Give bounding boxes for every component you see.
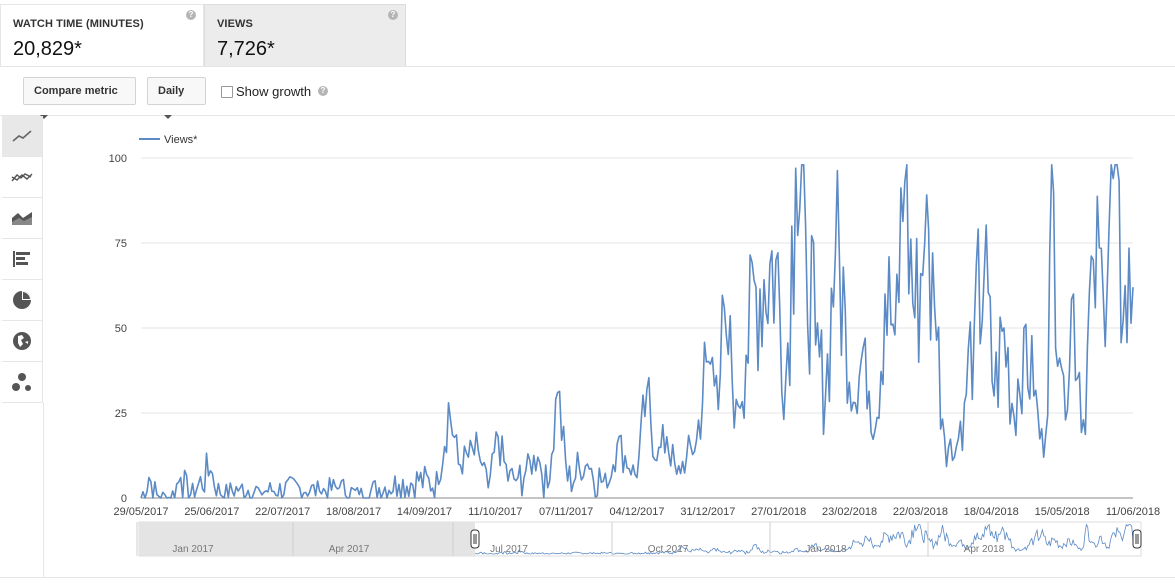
watch-time-value: 20,829* [13,38,82,60]
y-tick-label: 75 [115,238,127,250]
compare-metric-dropdown[interactable]: Compare metric [23,77,136,120]
views-metric-card[interactable]: VIEWS 7,726* ? [204,4,406,66]
y-tick-label: 50 [115,323,127,335]
globe-map-button[interactable] [2,321,42,362]
navigator-label: Jul 2017 [490,544,528,555]
watch-time-label: WATCH TIME (MINUTES) [13,18,144,30]
views-value: 7,726* [217,38,275,60]
x-tick-label: 04/12/2017 [609,506,664,518]
watch-time-metric-card[interactable]: WATCH TIME (MINUTES) 20,829* ? [0,4,204,66]
views-series-line [140,164,1134,499]
x-tick-label: 29/05/2017 [113,506,168,518]
navigator-label: Oct 2017 [648,544,689,555]
pie-chart-icon [13,291,31,309]
stacked-area-chart-button[interactable] [2,198,42,239]
y-tick-label: 0 [121,493,127,505]
x-tick-label: 14/09/2017 [397,506,452,518]
pie-chart-button[interactable] [2,280,42,321]
navigator-series-line [474,523,1142,555]
bubble-chart-button[interactable] [2,362,42,403]
panel-divider [0,577,1175,578]
chart-controls [0,67,1175,116]
panel-divider [43,403,44,578]
compare-metric-label: Compare metric [34,85,118,97]
y-tick-label: 25 [115,408,127,420]
navigator-handle-grip [1132,529,1142,549]
x-tick-label: 11/10/2017 [468,506,522,518]
show-growth-checkbox[interactable] [221,86,233,98]
bubble-chart-icon [12,373,31,391]
x-tick-label: 18/08/2017 [326,506,381,518]
legend-label: Views* [164,134,198,146]
x-tick-label: 22/03/2018 [893,506,948,518]
navigator-handle[interactable] [1132,529,1142,549]
stacked-area-chart-icon [12,212,32,225]
x-tick-label: 07/11/2017 [539,506,593,518]
x-tick-label: 22/07/2017 [255,506,310,518]
interval-label: Daily [158,85,185,97]
metric-bar: WATCH TIME (MINUTES) 20,829* ? VIEWS 7,7… [0,0,1175,67]
chevron-down-icon [164,115,172,120]
navigator-label: Apr 2018 [964,544,1005,555]
bar-chart-icon [13,251,30,267]
navigator-label: Jan 2017 [172,544,214,555]
y-tick-label: 100 [109,153,127,165]
chart-type-toolbar [2,116,43,403]
bar-chart-button[interactable] [2,239,42,280]
multi-line-chart-button[interactable] [2,157,42,198]
globe-map-icon [13,332,31,350]
x-tick-label: 15/05/2018 [1035,506,1090,518]
line-chart-icon [12,130,32,142]
x-tick-label: 23/02/2018 [822,506,877,518]
help-icon[interactable]: ? [388,10,398,20]
navigator-handle[interactable] [470,529,480,549]
navigator-label: Apr 2017 [329,544,370,555]
help-icon[interactable]: ? [318,86,328,96]
line-chart-button[interactable] [2,116,42,157]
x-tick-label: 18/04/2018 [964,506,1019,518]
x-tick-label: 27/01/2018 [751,506,806,518]
navigator-label: Jan 2018 [805,544,847,555]
navigator-handle-grip [470,529,480,549]
help-icon[interactable]: ? [186,10,196,20]
x-tick-label: 31/12/2017 [680,506,735,518]
multi-line-chart-icon [11,173,33,182]
show-growth-label[interactable]: Show growth [236,84,312,99]
views-label: VIEWS [217,18,253,30]
interval-dropdown[interactable]: Daily [147,77,206,120]
chevron-down-icon [40,115,48,120]
x-tick-label: 11/06/2018 [1106,506,1160,518]
navigator-unselected-range [139,522,475,556]
x-tick-label: 25/06/2017 [184,506,239,518]
